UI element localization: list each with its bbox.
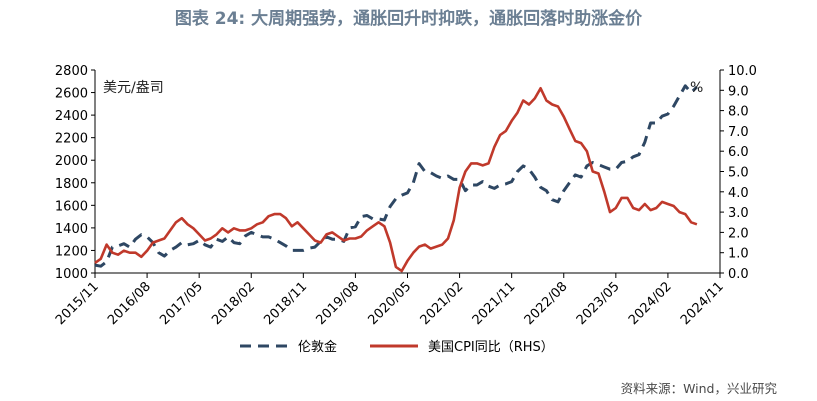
left-tick-label: 1400 bbox=[55, 222, 88, 237]
cpi-line bbox=[94, 87, 698, 273]
x-tick-label: 2023/05 bbox=[574, 279, 623, 328]
left-tick-label: 2400 bbox=[55, 109, 88, 124]
gold-price-line bbox=[94, 84, 698, 268]
source-note: 资料来源：Wind，兴业研究 bbox=[620, 381, 777, 396]
right-tick-label: 8.0 bbox=[728, 105, 749, 120]
legend-item-cpi: 美国CPI同比（RHS） bbox=[370, 340, 554, 355]
right-tick-label: 10.0 bbox=[728, 64, 757, 79]
left-axis-ticks: 1000 1200 1400 1600 1800 2000 2200 2400 2600 2800 bbox=[55, 64, 95, 282]
right-tick-label: 5.0 bbox=[728, 166, 749, 181]
legend: 伦敦金 美国CPI同比（RHS） bbox=[240, 339, 554, 355]
x-tick-label: 2017/05 bbox=[157, 279, 206, 328]
right-tick-label: 7.0 bbox=[728, 125, 749, 140]
legend-label: 美国CPI同比（RHS） bbox=[428, 340, 554, 355]
legend-item-gold: 伦敦金 bbox=[240, 339, 337, 355]
x-tick-label: 2019/08 bbox=[313, 279, 362, 328]
right-tick-label: 2.0 bbox=[728, 226, 749, 241]
x-tick-label: 2020/05 bbox=[366, 279, 415, 328]
right-tick-label: 9.0 bbox=[728, 84, 749, 99]
left-tick-label: 2000 bbox=[55, 154, 88, 169]
left-tick-label: 1800 bbox=[55, 177, 88, 192]
x-tick-label: 2021/11 bbox=[470, 279, 519, 328]
x-tick-label: 2021/02 bbox=[418, 279, 467, 328]
right-axis-ticks: 0.0 1.0 2.0 3.0 4.0 5.0 6.0 7.0 8.0 9.0 10.0 bbox=[720, 64, 757, 282]
right-tick-label: 0.0 bbox=[728, 267, 749, 282]
x-tick-label: 2015/11 bbox=[53, 279, 102, 328]
left-axis-unit: 美元/盎司 bbox=[103, 80, 164, 96]
x-axis-ticks: 2015/11 2016/08 2017/05 2018/02 2018/11 2019/… bbox=[53, 273, 727, 328]
chart-title: 图表 24: 大周期强势，通胀回升时抑跌，通胀回落时助涨金价 bbox=[174, 9, 643, 29]
left-tick-label: 1600 bbox=[55, 199, 88, 214]
x-tick-label: 2018/11 bbox=[261, 279, 310, 328]
left-tick-label: 1200 bbox=[55, 244, 88, 259]
x-tick-label: 2024/11 bbox=[678, 279, 727, 328]
left-tick-label: 2800 bbox=[55, 64, 88, 79]
right-tick-label: 1.0 bbox=[728, 247, 749, 262]
left-tick-label: 2600 bbox=[55, 87, 88, 102]
x-tick-label: 2018/02 bbox=[209, 279, 258, 328]
right-tick-label: 3.0 bbox=[728, 206, 749, 221]
x-tick-label: 2024/02 bbox=[626, 279, 675, 328]
left-tick-label: 1000 bbox=[55, 267, 88, 282]
x-tick-label: 2016/08 bbox=[105, 279, 154, 328]
x-tick-label: 2022/08 bbox=[522, 279, 571, 328]
left-tick-label: 2200 bbox=[55, 132, 88, 147]
chart-axes bbox=[94, 70, 721, 274]
right-tick-label: 6.0 bbox=[728, 145, 749, 160]
right-tick-label: 4.0 bbox=[728, 186, 749, 201]
legend-label: 伦敦金 bbox=[298, 339, 337, 355]
right-axis-unit: % bbox=[690, 80, 703, 96]
series-lines bbox=[94, 84, 698, 273]
